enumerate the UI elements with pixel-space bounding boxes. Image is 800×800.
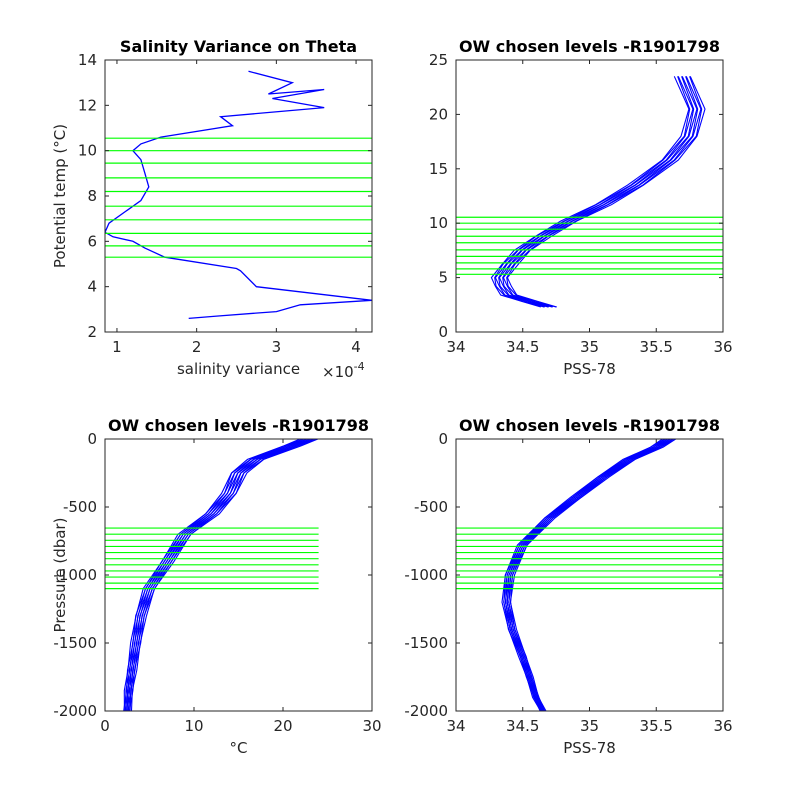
- x-tick-label: 2: [192, 338, 202, 356]
- y-tick-label: 0: [87, 430, 97, 448]
- plot-data-2: [456, 76, 723, 308]
- plot-data-1: [105, 70, 372, 320]
- series-line-1-9: [508, 439, 674, 711]
- series-line-1-1: [490, 76, 690, 308]
- series-line-1-9: [506, 76, 706, 308]
- series-line-1-6: [506, 439, 671, 711]
- x-tick-label: 34.5: [506, 338, 539, 356]
- y-tick-label: 8: [87, 187, 97, 205]
- series-line-1-2: [494, 76, 691, 308]
- series-line-1-1: [105, 70, 372, 320]
- series-line-1-5: [498, 76, 698, 308]
- y-tick-label: -500: [414, 498, 448, 516]
- y-tick-label: 6: [87, 232, 97, 250]
- y-tick-label: -2000: [404, 702, 448, 720]
- y-tick-label: -1000: [53, 566, 97, 584]
- x-tick-label: 1: [112, 338, 122, 356]
- y-tick-label: 15: [429, 160, 448, 178]
- y-tick-label: -1500: [404, 634, 448, 652]
- series-line-1-4: [498, 76, 695, 308]
- plot-data-4: [456, 439, 723, 711]
- series-line-1-11: [130, 439, 319, 711]
- x-tick-label: 35.5: [640, 717, 673, 735]
- series-line-1-1: [123, 439, 301, 711]
- x-tick-label: 34: [446, 717, 465, 735]
- x-tick-label: 10: [184, 717, 203, 735]
- series-line-1-7: [506, 439, 671, 711]
- plot-title: OW chosen levels -R1901798: [459, 37, 720, 56]
- y-tick-label: -500: [63, 498, 97, 516]
- x-tick-label: 35: [580, 717, 599, 735]
- y-tick-label: -1000: [404, 566, 448, 584]
- y-tick-label: 0: [438, 430, 448, 448]
- y-tick-label: -2000: [53, 702, 97, 720]
- y-tick-label: 14: [78, 51, 97, 69]
- plot-title: OW chosen levels -R1901798: [108, 416, 369, 435]
- y-tick-label: 10: [429, 214, 448, 232]
- plot-title: Salinity Variance on Theta: [120, 37, 357, 56]
- x-tick-label: 4: [351, 338, 361, 356]
- axes-box: [455, 59, 724, 333]
- x-tick-label: 36: [713, 338, 732, 356]
- x-tick-label: 34: [446, 338, 465, 356]
- y-tick-label: 12: [78, 96, 97, 114]
- x-tick-label: 35: [580, 338, 599, 356]
- y-tick-label: -1500: [53, 634, 97, 652]
- plot-panel-4: 34 34.5 35 35.5 36 -2000 -1500 -1000 -500 0 OW cho…: [404, 416, 732, 757]
- series-line-1-2: [123, 439, 304, 711]
- series-line-1-3: [494, 76, 694, 308]
- x-axis-label: PSS-78: [563, 360, 616, 378]
- x-tick-label: 34.5: [506, 717, 539, 735]
- x-axis-label: PSS-78: [563, 739, 616, 757]
- series-line-1-8: [508, 439, 674, 711]
- plot-data-3: [105, 439, 319, 711]
- x-tick-label: 30: [362, 717, 381, 735]
- series-line-1-10: [510, 439, 676, 711]
- series-line-1-8: [506, 76, 703, 308]
- x-tick-label: 36: [713, 717, 732, 735]
- plot-panel-3: 0 10 20 30 -2000 -1500 -1000 -500 0 OW chosen lev…: [51, 416, 382, 757]
- y-tick-label: 25: [429, 51, 448, 69]
- x-tick-label: 35.5: [640, 338, 673, 356]
- x-axis-label: salinity variance: [177, 360, 300, 378]
- axes-box: [455, 438, 724, 712]
- y-axis-label: Potential temp (°C): [51, 124, 69, 268]
- y-tick-label: 0: [438, 323, 448, 341]
- axes-box: [104, 59, 373, 333]
- y-tick-label: 20: [429, 105, 448, 123]
- y-tick-label: 2: [87, 323, 97, 341]
- y-tick-label: 4: [87, 278, 97, 296]
- plot-panel-2: 34 34.5 35 35.5 36 0 5 10 15 20 25 OW chosen levels…: [429, 37, 733, 378]
- y-axis-label: Pressure (dbar): [51, 518, 69, 633]
- x-axis-multiplier: ×10-4: [322, 360, 365, 381]
- x-tick-label: 20: [273, 717, 292, 735]
- x-tick-label: 3: [272, 338, 282, 356]
- y-tick-label: 5: [438, 269, 448, 287]
- plot-title: OW chosen levels -R1901798: [459, 416, 720, 435]
- x-axis-label: °C: [230, 739, 248, 757]
- series-line-1-11: [509, 439, 677, 711]
- y-tick-label: 10: [78, 142, 97, 160]
- series-line-1-7: [502, 76, 702, 308]
- series-line-1-6: [502, 76, 699, 308]
- x-tick-label: 0: [100, 717, 110, 735]
